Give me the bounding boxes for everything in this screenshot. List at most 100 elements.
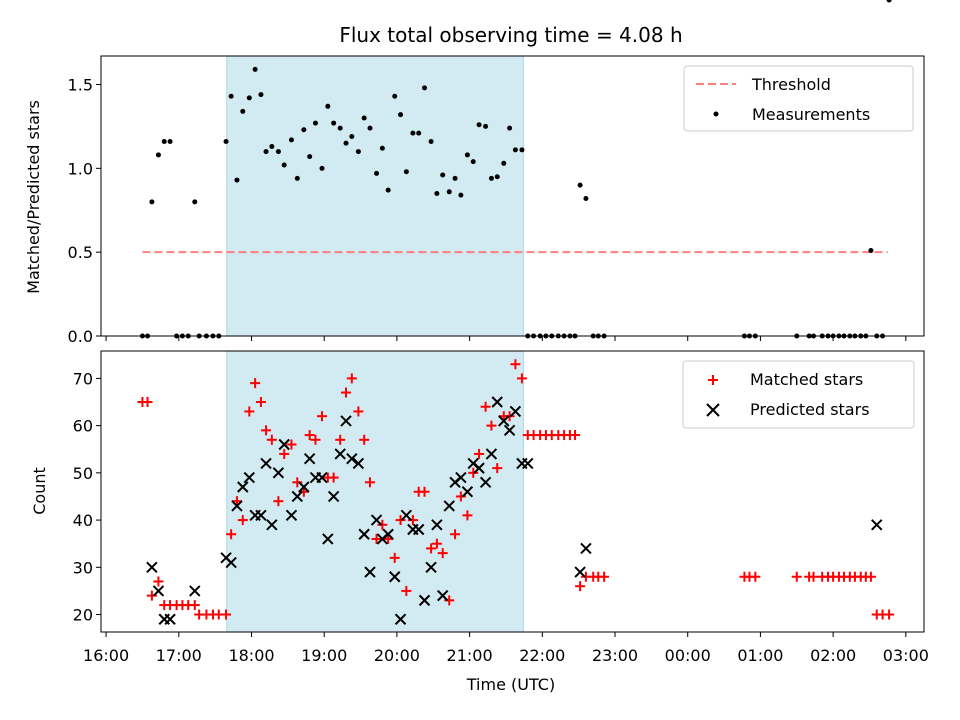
measurement-point: [470, 159, 476, 165]
top-ytick-label: 1.0: [68, 159, 93, 178]
predicted-star-point: [418, 594, 431, 607]
measurement-point: [483, 123, 489, 129]
predicted-star-point: [473, 462, 485, 474]
measurement-point: [234, 177, 240, 183]
measurement-point: [886, 0, 892, 3]
predicted-star-point: [394, 613, 407, 625]
xtick-label: 02:00: [810, 646, 856, 665]
predicted-star-point: [871, 519, 883, 531]
measurement-point: [263, 149, 269, 155]
legend-predicted-label: Predicted stars: [750, 400, 870, 419]
predicted-star-point: [455, 471, 467, 484]
measurement-point: [512, 147, 518, 153]
predicted-star-point: [266, 519, 278, 531]
xtick-label: 23:00: [592, 646, 638, 665]
measurement-point: [246, 95, 252, 101]
predicted-star-point: [479, 476, 492, 488]
predicted-star-point: [231, 500, 243, 512]
measurement-point: [416, 130, 422, 136]
matched-star-point: [401, 585, 412, 596]
top-shaded-span: [226, 55, 524, 337]
xtick-label: 20:00: [374, 646, 420, 665]
xtick-label: 01:00: [737, 646, 783, 665]
matched-star-point: [153, 576, 164, 587]
matched-star-point: [310, 434, 321, 445]
top-y-ticks: 0.0 0.5 1.0 1.5: [68, 76, 101, 346]
matched-star-point: [371, 533, 382, 544]
bottom-ytick-label: 30: [73, 558, 93, 577]
matched-star-point: [226, 529, 237, 540]
matched-star-point: [431, 538, 442, 549]
measurement-point: [355, 149, 361, 155]
measurement-point: [307, 154, 313, 160]
matched-star-point: [292, 477, 303, 488]
predicted-star-point: [346, 452, 358, 465]
measurement-point: [252, 66, 258, 72]
matched-star-point: [575, 581, 586, 592]
measurement-point: [161, 139, 167, 145]
measurement-point: [403, 169, 409, 175]
matched-star-point: [444, 595, 455, 606]
measurement-point: [349, 133, 355, 139]
measurement-point: [446, 189, 452, 195]
predicted-star-point: [443, 500, 455, 512]
matched-star-point: [462, 510, 473, 521]
matched-star-point: [250, 378, 261, 389]
top-ytick-label: 1.5: [68, 76, 93, 95]
matched-star-point: [492, 463, 503, 474]
matched-star-point: [504, 411, 515, 422]
predicted-star-point: [152, 585, 165, 597]
predicted-star-point: [522, 457, 534, 470]
measurement-point: [494, 174, 500, 180]
measurement-point: [337, 125, 343, 131]
top-legend-box: [683, 65, 914, 132]
measurement-point: [258, 92, 264, 98]
bottom-legend-box: [682, 360, 915, 429]
matched-star-point: [365, 477, 376, 488]
bottom-ytick-label: 70: [73, 369, 93, 388]
bottom-ytick-label: 60: [73, 417, 93, 436]
matched-star-point: [455, 491, 466, 502]
predicted-star-point: [580, 542, 592, 555]
matched-star-point: [279, 448, 290, 459]
predicted-star-point: [436, 589, 449, 602]
x-axis-label: Time (UTC): [466, 675, 555, 694]
predicted-star-point: [425, 561, 437, 574]
predicted-star-point: [285, 509, 298, 522]
top-panel: 0.0 0.5 1.0 1.5 Matched/Predicted stars Thr…: [24, 0, 925, 346]
legend-threshold-label: Threshold: [751, 75, 831, 94]
predicted-star-point: [364, 566, 376, 578]
xtick-label: 17:00: [156, 646, 202, 665]
measurement-point: [379, 145, 385, 151]
matched-star-point: [237, 515, 248, 526]
measurement-point: [464, 152, 470, 158]
bottom-ytick-label: 50: [73, 464, 93, 483]
predicted-star-point: [291, 490, 304, 503]
xtick-label: 19:00: [301, 646, 347, 665]
matched-star-point: [273, 496, 284, 507]
predicted-star-point: [485, 448, 498, 460]
bottom-x-ticks: 16:00 17:00 18:00 19:00 20:00 21:00 22:00 23:00…: [83, 632, 929, 665]
predicted-star-point: [498, 415, 510, 427]
predicted-star-point: [574, 566, 586, 578]
predicted-star-point: [431, 519, 443, 531]
predicted-star-point: [340, 415, 352, 427]
predicted-star-point: [400, 509, 413, 522]
top-axes-frame: [100, 55, 925, 337]
measurement-point: [325, 103, 331, 109]
bottom-ylabel: Count: [30, 467, 49, 515]
matched-star-point: [884, 609, 895, 620]
top-ylabel: Matched/Predicted stars: [24, 100, 43, 294]
bottom-axes-frame: [100, 350, 925, 633]
chart-title: Flux total observing time = 4.08 h: [339, 23, 682, 47]
measurement-point: [281, 162, 287, 168]
measurement-point: [422, 85, 428, 91]
top-ytick-label: 0.5: [68, 243, 93, 262]
predicted-star-point: [255, 509, 267, 522]
matched-star-point: [142, 397, 153, 408]
matched-star-point: [335, 434, 346, 445]
predicted-star-point: [461, 486, 474, 498]
predicted-star-point: [327, 490, 340, 503]
measurement-point: [410, 130, 416, 136]
matched-star-point: [244, 406, 255, 417]
